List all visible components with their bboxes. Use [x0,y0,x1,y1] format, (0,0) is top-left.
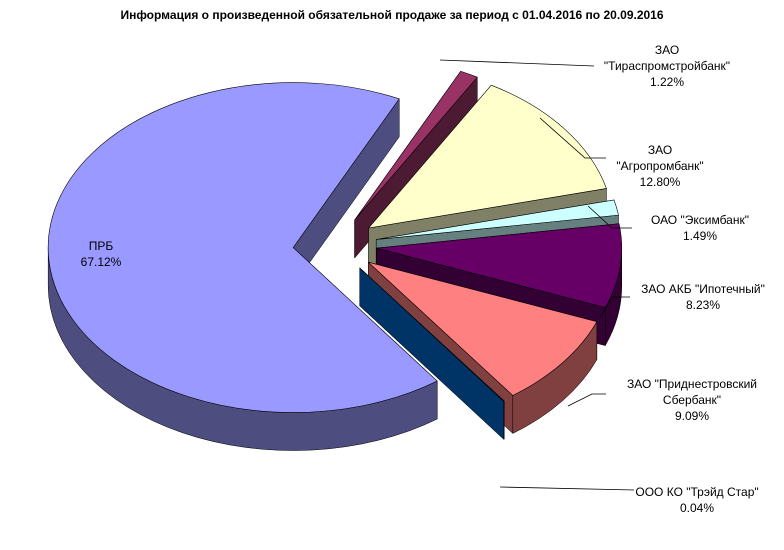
data-label: ЗАО "Агропромбанк" 12.80% [604,142,716,190]
category-name: ЗАО АКБ "Ипотечный" [641,282,765,296]
category-name: ОАО "Эксимбанк" [651,213,749,227]
slice [376,223,623,308]
leader-line [567,393,606,407]
category-name: ЗАО "Приднестровский Сбербанк" [627,377,757,407]
slice [368,261,598,396]
slice [354,70,478,221]
category-name: ПРБ [88,239,114,253]
data-label: ЗАО АКБ "Ипотечный" 8.23% [628,281,778,313]
leader-line [499,486,635,491]
value-label: 12.80% [639,175,681,189]
slice [376,199,619,240]
slice [367,84,607,229]
data-label: ЗАО "Тираспромстройбанк" 1.22% [592,42,742,90]
leader-line [439,59,595,67]
value-label: 9.09% [674,409,710,423]
category-name: ЗАО "Тираспромстройбанк" [603,43,731,73]
chart-title: Информация о произведенной обязательной … [120,8,664,22]
slice [359,267,505,402]
leader-line [539,117,606,159]
value-label: 8.23% [685,298,721,312]
leader-line [599,296,630,319]
value-label: 1.49% [682,229,718,243]
leader-line [587,205,632,229]
data-label: ООО КО "Трэйд Стар" 0.04% [632,484,762,516]
value-label: 0.04% [679,501,715,515]
value-label: 1.22% [649,75,685,89]
value-label: 67.12% [80,255,122,269]
data-label: ОАО "Эксимбанк" 1.49% [630,212,770,244]
data-label: ЗАО "Приднестровский Сбербанк" 9.09% [604,376,780,424]
category-name: ЗАО "Агропромбанк" [616,143,704,173]
slice [47,82,438,413]
category-name: ООО КО "Трэйд Стар" [635,485,759,499]
data-label: ПРБ 67.12% [66,238,136,270]
